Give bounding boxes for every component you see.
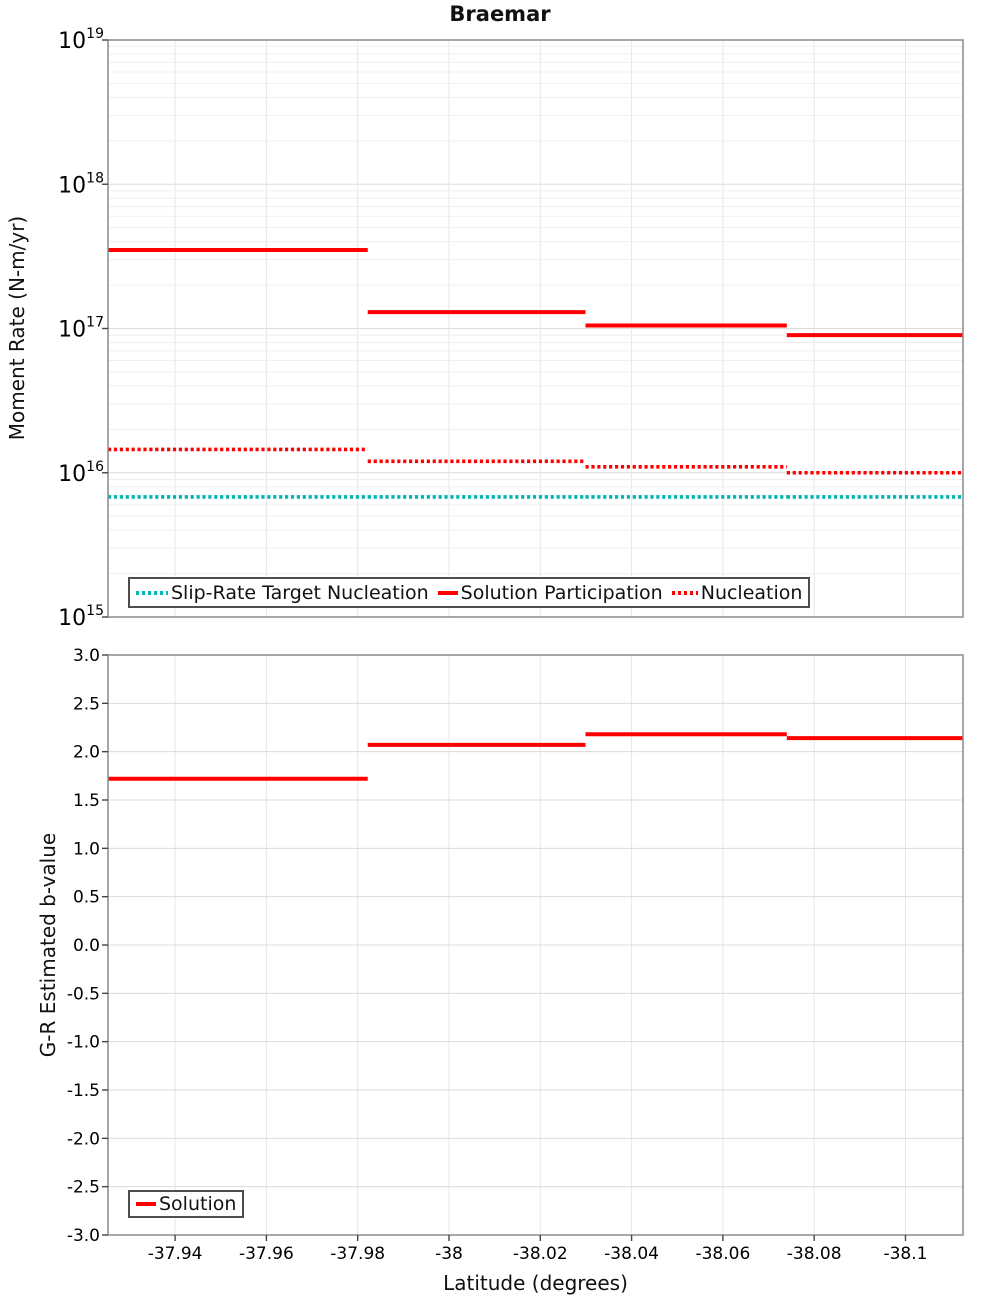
chart-title: Braemar <box>449 2 551 26</box>
x-tick-label: -38 <box>435 1244 463 1264</box>
legend-item-nucleation: Nucleation <box>671 581 803 604</box>
b-tick-label: 0.0 <box>73 936 100 956</box>
x-tick-label: -38.1 <box>883 1244 927 1264</box>
legend-label: Nucleation <box>700 581 803 604</box>
dotted-line-swatch <box>136 590 168 595</box>
b-tick-label: -3.0 <box>67 1226 100 1246</box>
x-tick-label: -37.98 <box>330 1244 385 1264</box>
legend-label: Solution <box>159 1193 237 1215</box>
legend-item-solution: Solution <box>136 1193 236 1215</box>
legend-item-solution-participation: Solution Participation <box>437 581 663 604</box>
legend-item-slip-rate-target-nucleation: Slip-Rate Target Nucleation <box>136 582 429 604</box>
b-tick-label: -2.5 <box>67 1178 100 1198</box>
b-tick-label: 1.0 <box>73 839 100 859</box>
b-tick-label: 2.5 <box>73 694 100 714</box>
b-tick-label: -2.0 <box>67 1129 100 1149</box>
log-tick-label: 1019 <box>58 26 104 54</box>
log-tick-label: 1015 <box>58 603 104 631</box>
solid-line-swatch <box>136 1202 156 1206</box>
solid-line-swatch <box>437 590 458 595</box>
b-tick-label: -1.5 <box>67 1081 100 1101</box>
log-tick-label: 1016 <box>58 459 104 487</box>
bottom-y-axis-label: G-R Estimated b-value <box>36 832 60 1058</box>
x-tick-label: -38.08 <box>787 1244 842 1264</box>
x-tick-label: -38.04 <box>604 1244 659 1264</box>
top-legend: Slip-Rate Target Nucleation Solution Part… <box>128 577 811 608</box>
dotted-line-swatch <box>671 590 698 595</box>
log-tick-label: 1017 <box>58 315 104 343</box>
bottom-legend: Solution <box>128 1190 245 1218</box>
b-tick-label: -1.0 <box>67 1033 100 1053</box>
legend-label: Slip-Rate Target Nucleation <box>171 581 429 604</box>
top-y-axis-label: Moment Rate (N-m/yr) <box>5 215 29 441</box>
b-tick-label: -0.5 <box>67 984 100 1004</box>
b-tick-label: 1.5 <box>73 791 100 811</box>
x-tick-label: -37.96 <box>239 1244 294 1264</box>
x-axis-label: Latitude (degrees) <box>443 1271 628 1295</box>
b-tick-label: 2.0 <box>73 743 100 763</box>
x-tick-label: -38.02 <box>513 1244 568 1264</box>
b-tick-label: 3.0 <box>73 646 100 666</box>
x-tick-label: -37.94 <box>148 1244 203 1264</box>
b-tick-label: 0.5 <box>73 888 100 908</box>
legend-label: Solution Participation <box>460 581 663 604</box>
x-tick-label: -38.06 <box>695 1244 750 1264</box>
log-tick-label: 1018 <box>58 170 104 198</box>
